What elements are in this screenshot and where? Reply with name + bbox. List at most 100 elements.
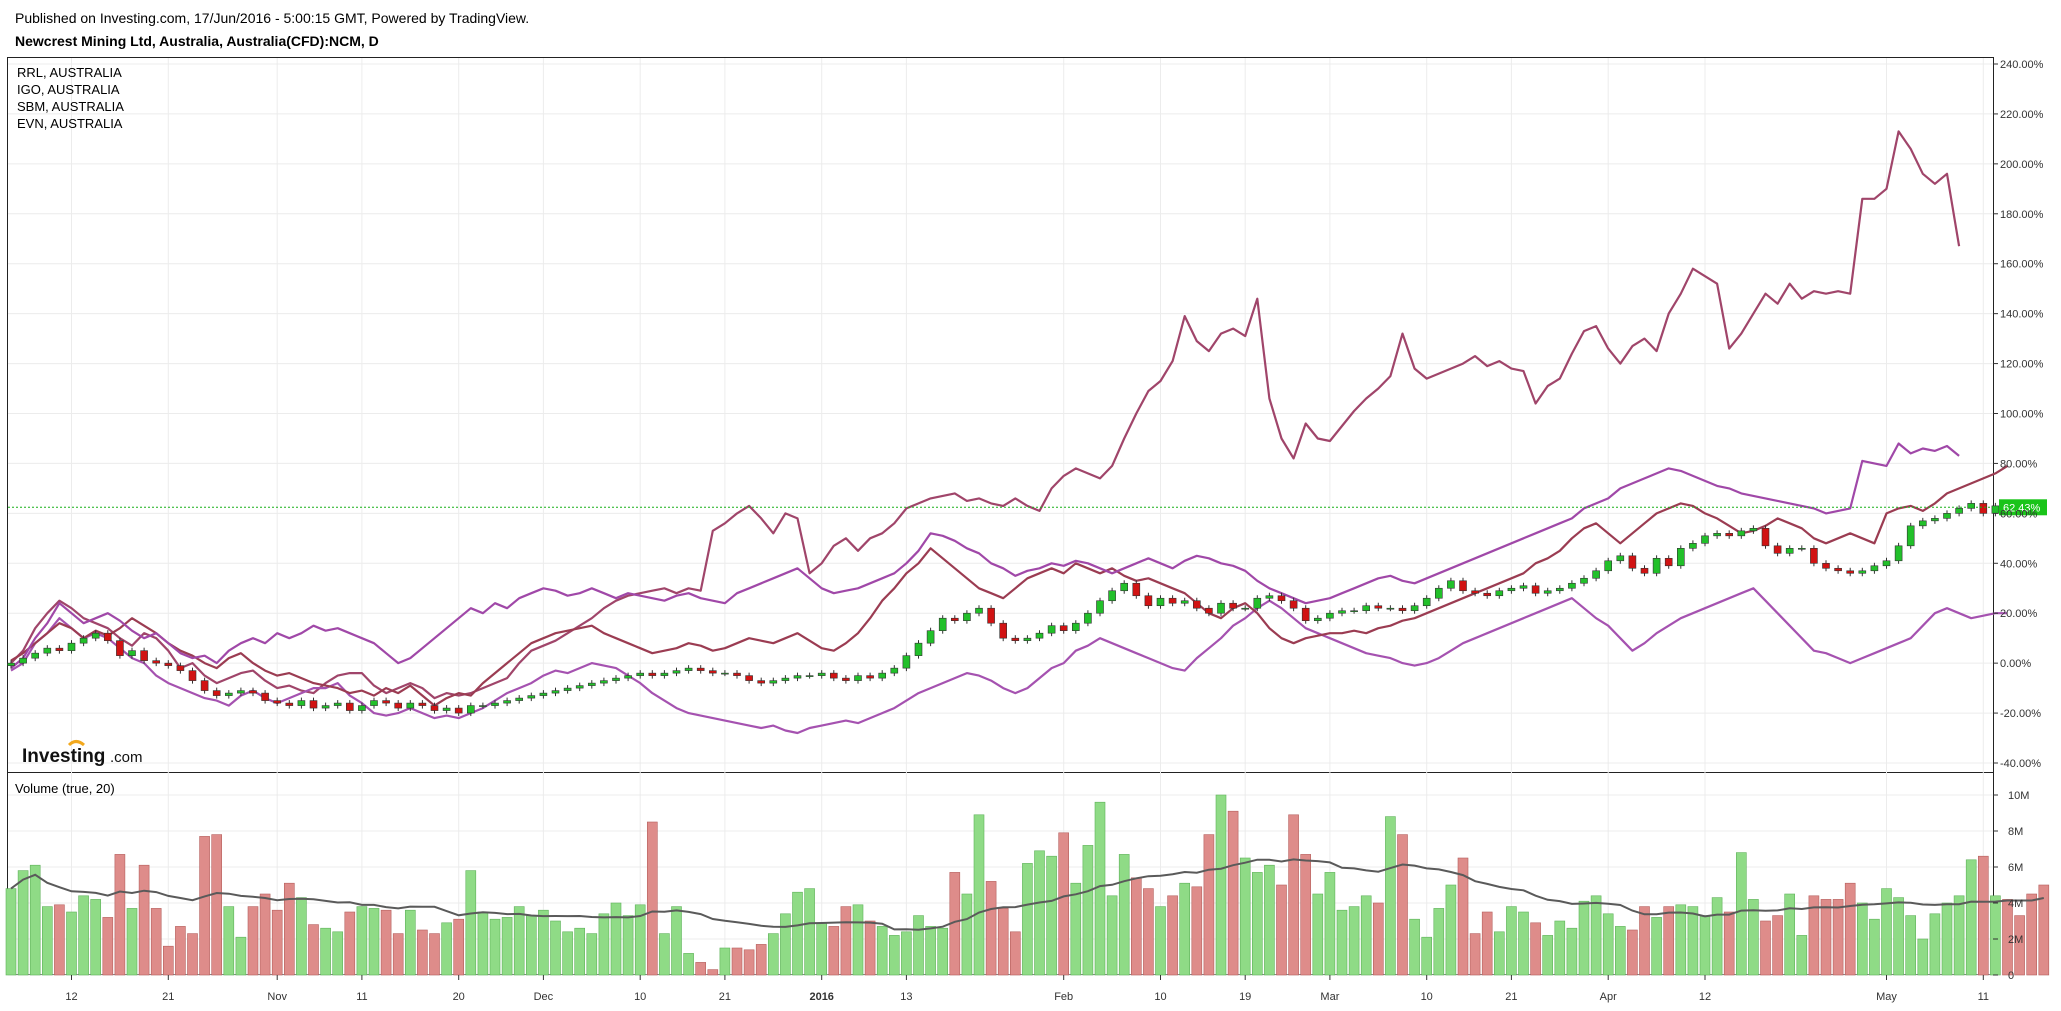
volume-bar — [66, 911, 77, 976]
candle-body — [1108, 590, 1116, 602]
candle-body — [1168, 597, 1177, 604]
candle-body — [273, 700, 282, 704]
candle-body — [600, 680, 608, 684]
candle — [321, 702, 330, 712]
legend-item-evn[interactable]: EVN, AUSTRALIA — [17, 116, 123, 131]
candle-body — [551, 690, 560, 694]
rrl-series-line — [10, 130, 1961, 700]
candle-body — [43, 647, 52, 654]
candle — [1084, 610, 1092, 627]
candle — [91, 630, 100, 642]
candle — [987, 605, 995, 627]
candle-body — [1495, 590, 1504, 597]
candle — [1326, 610, 1334, 622]
legend-item-sbm[interactable]: SBM, AUSTRALIA — [17, 99, 124, 114]
candle-body — [1701, 535, 1709, 544]
volume-bar — [296, 897, 307, 976]
candle — [249, 687, 257, 697]
candle-body — [454, 707, 463, 714]
volume-bar — [1360, 895, 1372, 976]
x-tick-label: Mar — [1320, 991, 1339, 1003]
candle — [152, 657, 160, 667]
volume-bar — [792, 891, 803, 976]
legend-item-rrl[interactable]: RRL, AUSTRALIA — [17, 65, 122, 80]
candle-body — [1931, 518, 1939, 522]
candle — [1132, 580, 1141, 599]
volume-bar — [659, 933, 670, 976]
candle-body — [612, 677, 620, 681]
candle-body — [1314, 617, 1322, 622]
candle-body — [1362, 605, 1370, 612]
candle — [1979, 500, 1988, 517]
candle-body — [285, 702, 294, 706]
x-tick-label: 10 — [1154, 991, 1166, 1003]
candle — [926, 627, 935, 647]
candle — [1301, 605, 1310, 624]
candle-body — [1979, 503, 1988, 514]
volume-bar — [1542, 935, 1553, 976]
candle-body — [817, 672, 826, 676]
candle-body — [1059, 625, 1068, 631]
candle-body — [1834, 567, 1842, 572]
candle-body — [1217, 602, 1225, 614]
candle-body — [418, 702, 427, 706]
volume-bar — [1639, 906, 1650, 976]
candle — [1761, 525, 1770, 549]
candle-body — [1289, 600, 1298, 609]
volume-bar — [175, 926, 186, 976]
volume-bar — [816, 922, 828, 976]
volume-bar — [610, 902, 622, 976]
candle-body — [1810, 548, 1818, 564]
candle — [1338, 607, 1346, 617]
volume-bar — [1421, 936, 1432, 976]
candle-body — [805, 675, 814, 677]
candle-body — [1906, 525, 1915, 547]
volume-bar — [102, 917, 114, 976]
candle — [479, 702, 487, 709]
candle-body — [1677, 548, 1685, 567]
volume-bar — [453, 918, 465, 976]
volume-bar — [997, 908, 1009, 976]
logo-swoosh-icon — [67, 740, 85, 747]
candle — [1168, 595, 1177, 607]
candle — [539, 690, 548, 699]
x-tick-label: 12 — [1699, 991, 1711, 1003]
candle — [1773, 542, 1782, 557]
candle — [1822, 560, 1830, 572]
candle — [745, 672, 753, 684]
candle-body — [261, 692, 269, 701]
candle — [394, 700, 403, 712]
volume-bar — [1155, 906, 1166, 976]
comparison-series — [10, 130, 2009, 735]
volume-bar — [1457, 857, 1469, 976]
vol-tick-label: 2M — [2008, 934, 2023, 946]
candle — [1459, 577, 1467, 594]
volume-bar — [767, 933, 779, 976]
candle — [769, 677, 778, 687]
candle — [1314, 615, 1322, 624]
volume-bar — [417, 929, 428, 976]
candle-body — [781, 677, 790, 681]
candle — [999, 620, 1008, 642]
symbol-title[interactable]: Newcrest Mining Ltd, Australia, Australi… — [15, 33, 379, 49]
legend-item-igo[interactable]: IGO, AUSTRALIA — [17, 82, 120, 97]
candle — [612, 675, 620, 684]
chart-frame — [7, 57, 1994, 975]
volume-bar — [1227, 810, 1239, 976]
volume-bar — [513, 906, 525, 976]
candle-body — [1326, 612, 1334, 619]
candle-body — [225, 692, 233, 696]
candle-body — [1386, 607, 1395, 610]
candle — [1967, 500, 1975, 512]
candle — [164, 660, 173, 669]
volume-bar — [1857, 902, 1868, 976]
x-tick-label: 10 — [634, 991, 646, 1003]
volume-bar — [1239, 857, 1251, 976]
volume-bar — [501, 917, 513, 976]
candle — [1858, 567, 1867, 577]
candle — [1047, 622, 1056, 637]
candle — [975, 605, 983, 617]
candle — [636, 670, 645, 679]
volume-bar — [1796, 935, 1808, 976]
